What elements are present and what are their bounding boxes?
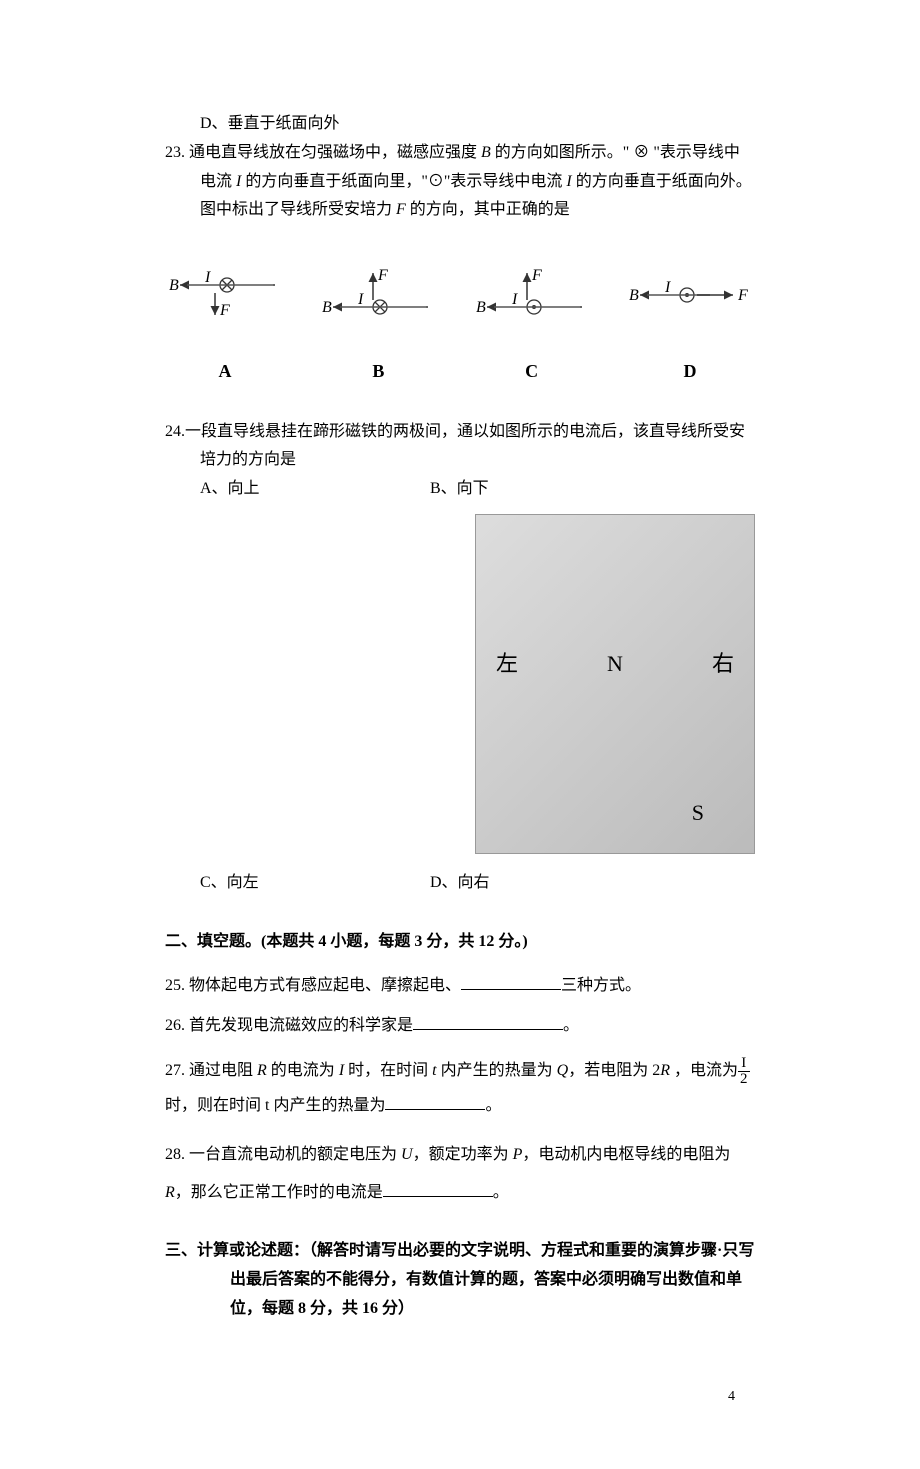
figure-d-svg: B I F: [625, 265, 755, 335]
q25-blank[interactable]: [461, 974, 561, 990]
q27-i: I: [339, 1062, 348, 1079]
q27-t6: ，电流为: [674, 1062, 738, 1079]
q28-r: R: [165, 1184, 175, 1201]
q23-figures: B I F A F B I: [165, 235, 755, 402]
q23-body: 23. 通电直导线放在匀强磁场中，磁感应强度 B 的方向如图所示。" ⊗ "表示…: [165, 139, 755, 225]
img-label-s: S: [692, 793, 704, 833]
q27-t4: 内产生的热量为: [441, 1062, 557, 1079]
fig-a-b-label: B: [169, 277, 179, 294]
q24-options-row1: A、向上 B、向下: [165, 475, 755, 504]
q23-text3: 的方向垂直于纸面向里，"⊙"表示导线中电流: [245, 173, 566, 190]
q23-var-b: B: [481, 144, 495, 161]
q24-apparatus-image: 左 N 右 S: [475, 514, 755, 854]
q28-t4: ，那么它正常工作时的电流是: [175, 1184, 383, 1201]
fig-c-i-label: I: [511, 291, 518, 308]
figure-d: B I F D: [625, 265, 755, 387]
q28-num: 28.: [165, 1146, 185, 1163]
q27-t2: 的电流为: [271, 1062, 339, 1079]
fig-b-b-label: B: [322, 299, 332, 316]
section-3-heading: 三、计算或论述题：（解答时请写出必要的文字说明、方程式和重要的演算步骤·只写出最…: [165, 1237, 755, 1323]
img-label-n: N: [607, 644, 623, 684]
section-2-heading: 二、填空题。(本题共 4 小题，每题 3 分，共 12 分。): [165, 928, 755, 957]
fig-c-b-label: B: [476, 299, 486, 316]
q24-num: 24.: [165, 423, 185, 440]
fig-d-i-label: I: [664, 279, 671, 296]
img-label-left: 左: [496, 644, 518, 684]
q27-q: Q: [557, 1062, 569, 1079]
q24-option-b: B、向下: [430, 475, 660, 504]
question-27: 27. 通过电阻 R 的电流为 I 时，在时间 t 内产生的热量为 Q，若电阻为…: [165, 1053, 755, 1123]
q23-num: 23.: [165, 144, 185, 161]
img-label-right: 右: [712, 644, 734, 684]
q23-var-f: F: [396, 201, 410, 218]
question-25: 25. 物体起电方式有感应起电、摩擦起电、 三种方式。: [165, 972, 755, 1001]
fig-c-f-label: F: [531, 267, 542, 284]
q27-after: 。: [485, 1097, 501, 1114]
q27-t7: 时，则在时间 t 内产生的热量为: [165, 1097, 385, 1114]
q27-r2: R: [660, 1062, 674, 1079]
q28-p: P: [513, 1146, 523, 1163]
q25-after: 三种方式。: [561, 977, 641, 994]
question-26: 26. 首先发现电流磁效应的科学家是 。: [165, 1012, 755, 1041]
q27-t3: 时，在时间: [348, 1062, 432, 1079]
figure-c: F B I C: [472, 265, 592, 387]
q27-t5: ，若电阻为 2: [568, 1062, 660, 1079]
q22-option-d-text: D、垂直于纸面向外: [200, 115, 340, 132]
q24-option-d: D、向右: [430, 869, 660, 898]
question-23: 23. 通电直导线放在匀强磁场中，磁感应强度 B 的方向如图所示。" ⊗ "表示…: [165, 139, 755, 225]
q27-r1: R: [257, 1062, 271, 1079]
q24-option-a: A、向上: [200, 475, 430, 504]
q24-options-row2: C、向左 D、向右: [165, 869, 755, 898]
fig-b-i-label: I: [357, 291, 364, 308]
q24-body: 24.一段直导线悬挂在蹄形磁铁的两极间，通以如图所示的电流后，该直导线所受安培力…: [165, 418, 755, 476]
q26-after: 。: [563, 1017, 579, 1034]
fig-a-f-label: F: [219, 302, 230, 319]
q28-t2: ，额定功率为: [413, 1146, 513, 1163]
q23-text5: 的方向，其中正确的是: [410, 201, 570, 218]
q26-blank[interactable]: [413, 1014, 563, 1030]
q23-text1: 通电直导线放在匀强磁场中，磁感应强度: [189, 144, 481, 161]
q27-fraction: I2: [738, 1056, 750, 1087]
q25-before: 物体起电方式有感应起电、摩擦起电、: [189, 977, 461, 994]
fig-a-i-label: I: [204, 269, 211, 286]
q27-t: t: [432, 1062, 440, 1079]
q22-option-d: D、垂直于纸面向外: [165, 110, 755, 139]
q26-before: 首先发现电流磁效应的科学家是: [189, 1017, 413, 1034]
q23-var-i-1: I: [236, 173, 245, 190]
q24-option-c: C、向左: [200, 869, 430, 898]
q28-t3: ，电动机内电枢导线的电阻为: [522, 1146, 730, 1163]
page-number: 4: [165, 1384, 755, 1409]
fig-d-b-label: B: [629, 287, 639, 304]
figure-a: B I F A: [165, 265, 285, 387]
q27-blank[interactable]: [385, 1094, 485, 1110]
fig-d-f-label: F: [737, 287, 748, 304]
question-28: 28. 一台直流电动机的额定电压为 U，额定功率为 P，电动机内电枢导线的电阻为…: [165, 1136, 755, 1213]
q26-num: 26.: [165, 1017, 185, 1034]
fig-c-label: C: [525, 355, 538, 387]
figure-a-svg: B I F: [165, 265, 285, 335]
q27-frac-num: I: [738, 1056, 750, 1072]
figure-b-svg: F B I: [318, 265, 438, 335]
q27-num: 27.: [165, 1062, 185, 1079]
fig-b-f-label: F: [377, 267, 388, 284]
figure-c-svg: F B I: [472, 265, 592, 335]
fig-b-label: B: [372, 355, 384, 387]
q27-frac-den: 2: [738, 1072, 750, 1087]
q28-u: U: [401, 1146, 413, 1163]
q28-t1: 一台直流电动机的额定电压为: [189, 1146, 401, 1163]
fig-d-label: D: [683, 355, 696, 387]
q28-after: 。: [493, 1184, 509, 1201]
q23-var-i-2: I: [566, 173, 575, 190]
q27-t1: 通过电阻: [189, 1062, 257, 1079]
q28-blank[interactable]: [383, 1181, 493, 1197]
question-24: 24.一段直导线悬挂在蹄形磁铁的两极间，通以如图所示的电流后，该直导线所受安培力…: [165, 418, 755, 504]
q24-text: 一段直导线悬挂在蹄形磁铁的两极间，通以如图所示的电流后，该直导线所受安培力的方向…: [185, 423, 745, 469]
q25-num: 25.: [165, 977, 185, 994]
figure-b: F B I B: [318, 265, 438, 387]
fig-a-label: A: [219, 355, 232, 387]
